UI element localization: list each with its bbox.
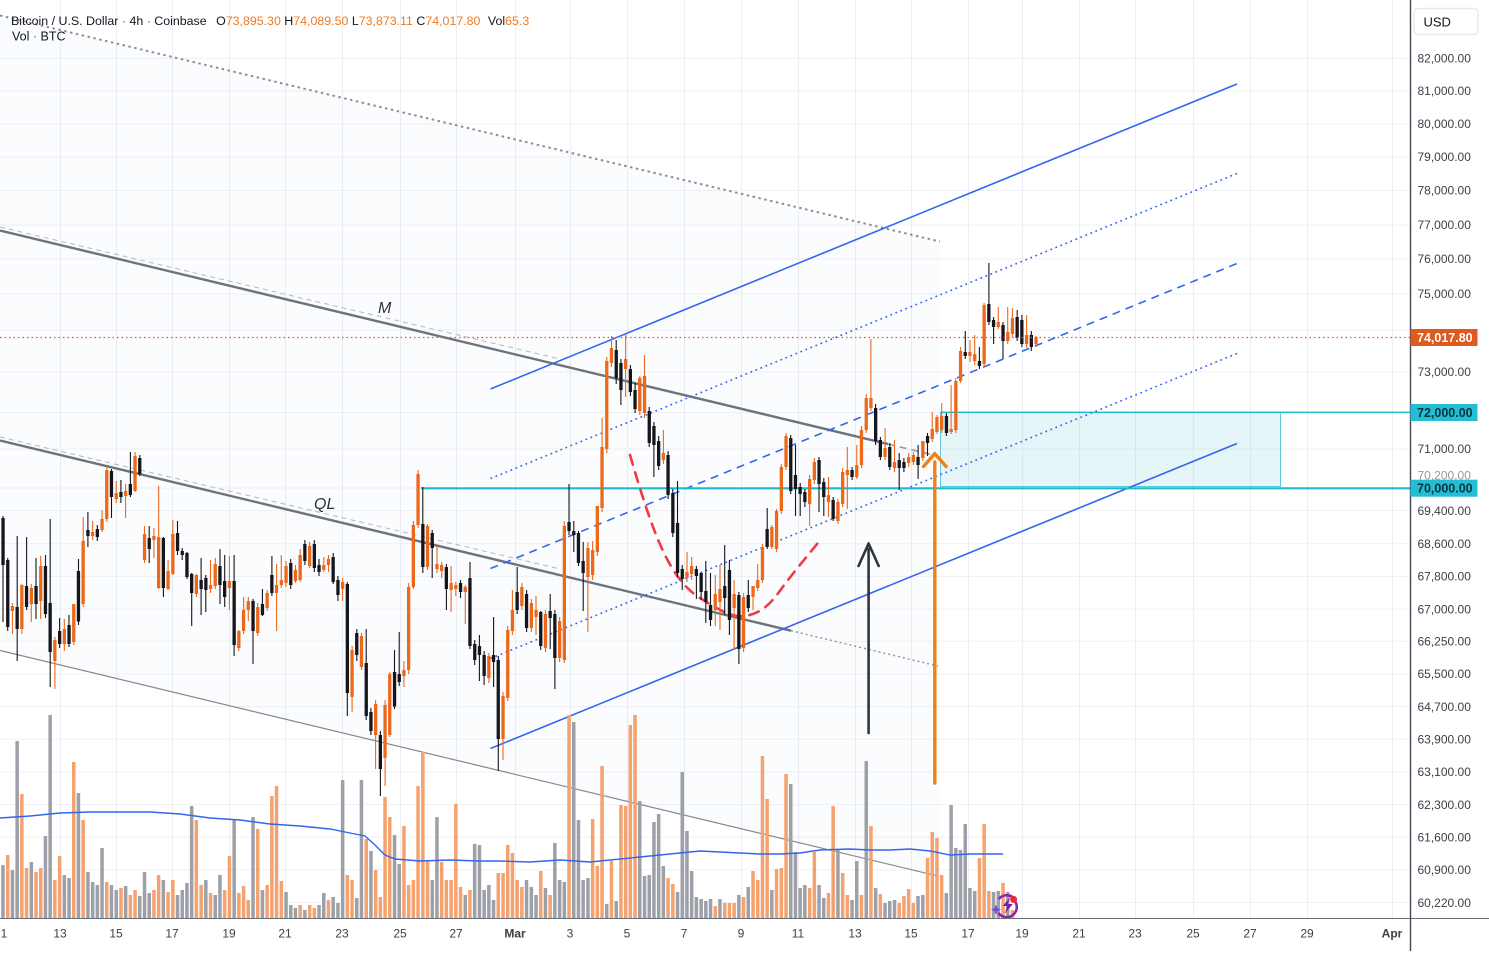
svg-text:M: M <box>378 300 392 317</box>
svg-text:11: 11 <box>792 927 805 941</box>
svg-text:19: 19 <box>1015 927 1029 941</box>
svg-text:67,000.00: 67,000.00 <box>1418 602 1472 616</box>
svg-text:68,600.00: 68,600.00 <box>1418 537 1472 551</box>
svg-text:75,000.00: 75,000.00 <box>1418 287 1472 301</box>
svg-text:82,000.00: 82,000.00 <box>1418 52 1472 66</box>
svg-text:80,000.00: 80,000.00 <box>1418 117 1472 131</box>
svg-text:78,000.00: 78,000.00 <box>1418 184 1472 198</box>
svg-text:74,017.80: 74,017.80 <box>1417 331 1473 345</box>
svg-text:27: 27 <box>1243 927 1257 941</box>
svg-text:19: 19 <box>222 927 236 941</box>
svg-text:5: 5 <box>624 927 631 941</box>
svg-text:3: 3 <box>567 927 574 941</box>
svg-text:66,250.00: 66,250.00 <box>1418 635 1472 649</box>
svg-text:Apr: Apr <box>1382 927 1403 941</box>
svg-text:17: 17 <box>961 927 975 941</box>
svg-text:70,200.00: 70,200.00 <box>1418 469 1472 483</box>
svg-text:72,000.00: 72,000.00 <box>1417 406 1473 420</box>
svg-text:60,900.00: 60,900.00 <box>1418 863 1472 877</box>
svg-text:79,000.00: 79,000.00 <box>1418 150 1472 164</box>
svg-text:17: 17 <box>165 927 179 941</box>
svg-text:73,000.00: 73,000.00 <box>1418 365 1472 379</box>
svg-text:USD: USD <box>1424 15 1451 30</box>
svg-text:QL: QL <box>314 496 335 513</box>
svg-text:29: 29 <box>1300 927 1314 941</box>
svg-text:69,400.00: 69,400.00 <box>1418 504 1472 518</box>
svg-text:62,300.00: 62,300.00 <box>1418 798 1472 812</box>
svg-text:23: 23 <box>335 927 349 941</box>
svg-text:64,700.00: 64,700.00 <box>1418 700 1472 714</box>
svg-text:77,000.00: 77,000.00 <box>1418 218 1472 232</box>
svg-text:70,000.00: 70,000.00 <box>1417 482 1473 496</box>
svg-text:21: 21 <box>278 927 292 941</box>
svg-text:13: 13 <box>848 927 862 941</box>
svg-text:9: 9 <box>738 927 745 941</box>
svg-text:23: 23 <box>1128 927 1142 941</box>
svg-text:Vol · BTC: Vol · BTC <box>12 30 66 44</box>
svg-text:Bitcoin / U.S. Dollar · 4h · C: Bitcoin / U.S. Dollar · 4h · Coinbase O7… <box>11 14 529 28</box>
svg-text:65,500.00: 65,500.00 <box>1418 667 1472 681</box>
svg-text:71,000.00: 71,000.00 <box>1418 442 1472 456</box>
svg-text:13: 13 <box>53 927 67 941</box>
svg-text:15: 15 <box>109 927 123 941</box>
svg-text:25: 25 <box>393 927 407 941</box>
svg-text:1: 1 <box>1 927 8 941</box>
svg-text:67,800.00: 67,800.00 <box>1418 570 1472 584</box>
svg-text:63,900.00: 63,900.00 <box>1418 733 1472 747</box>
svg-text:63,100.00: 63,100.00 <box>1418 765 1472 779</box>
svg-text:27: 27 <box>449 927 463 941</box>
svg-text:7: 7 <box>681 927 688 941</box>
svg-text:25: 25 <box>1186 927 1200 941</box>
svg-text:61,600.00: 61,600.00 <box>1418 830 1472 844</box>
svg-text:76,000.00: 76,000.00 <box>1418 252 1472 266</box>
svg-text:81,000.00: 81,000.00 <box>1418 84 1472 98</box>
svg-text:21: 21 <box>1072 927 1086 941</box>
svg-text:Mar: Mar <box>504 927 526 941</box>
svg-text:15: 15 <box>904 927 918 941</box>
svg-text:60,220.00: 60,220.00 <box>1418 896 1472 910</box>
